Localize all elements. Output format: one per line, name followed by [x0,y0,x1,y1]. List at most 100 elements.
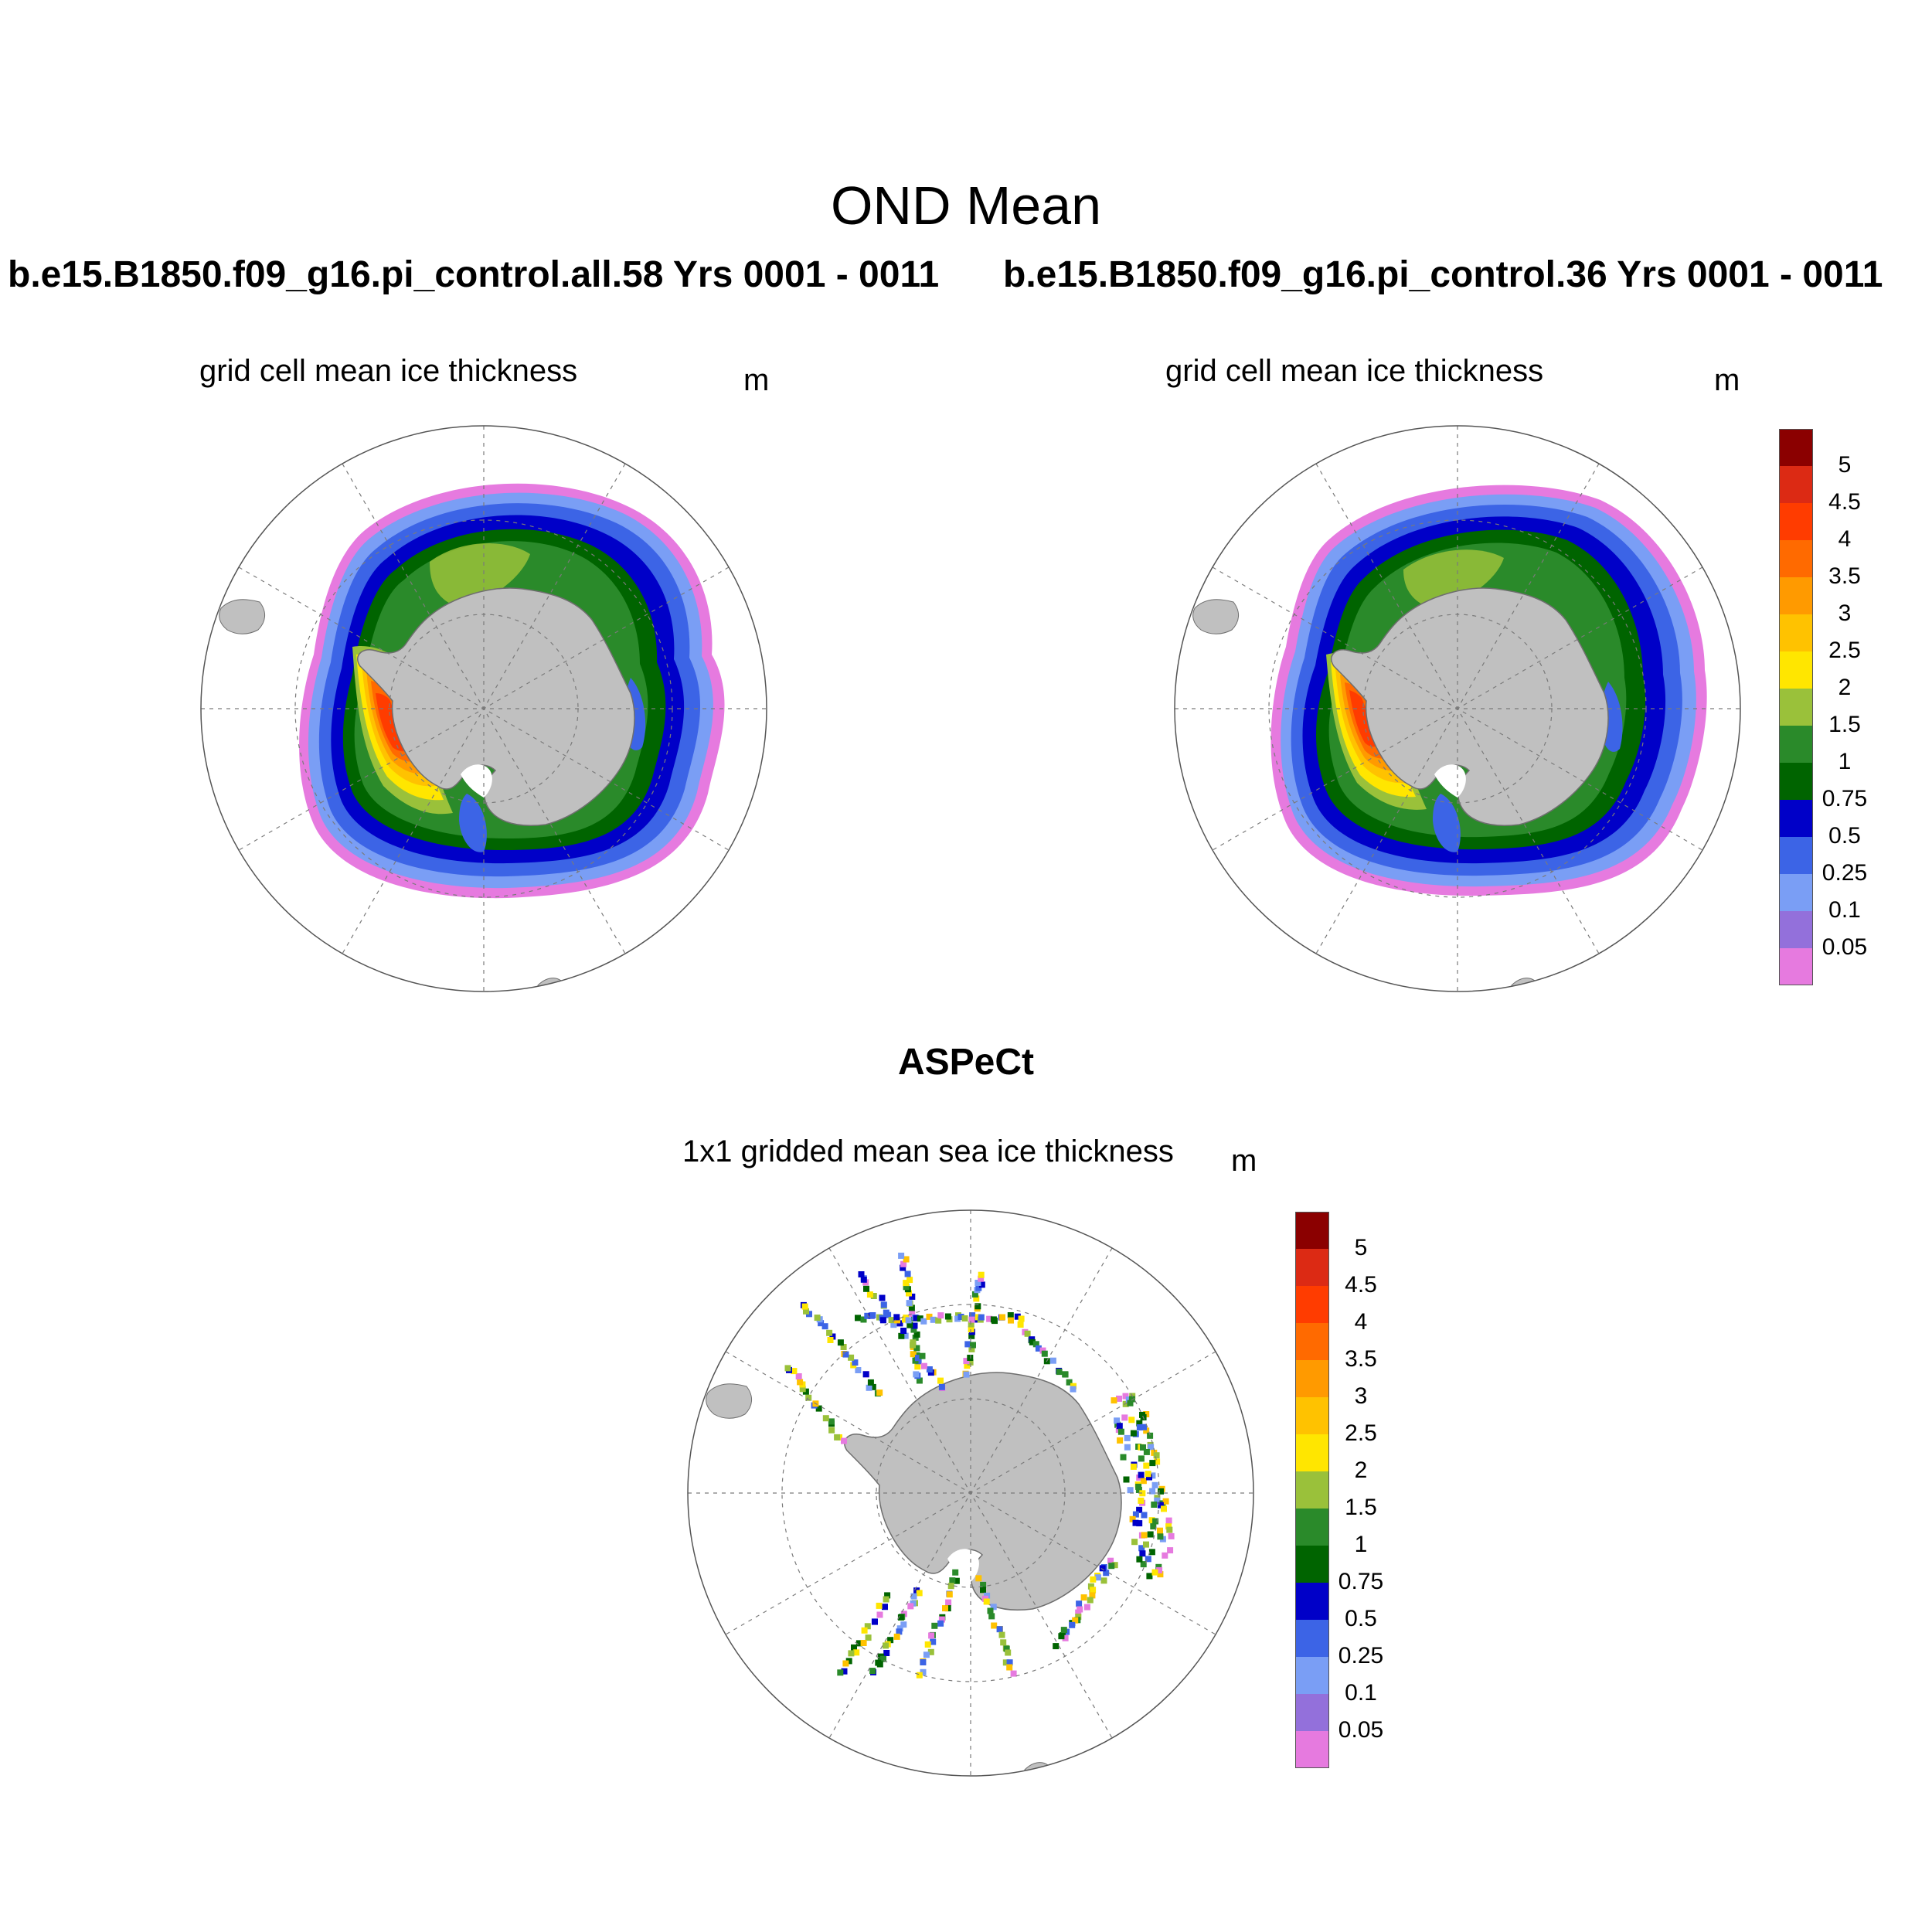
observation-cell [1151,1481,1158,1488]
colorbar-swatch [1779,689,1813,726]
observation-cell [1053,1643,1060,1650]
observation-cell [1165,1517,1172,1524]
observation-cell [913,1345,920,1352]
observation-cell [869,1383,876,1390]
observation-cell [1155,1563,1162,1570]
colorbar-swatch [1779,540,1813,577]
observation-cell [911,1322,918,1329]
observation-cell [1148,1549,1155,1556]
observation-cell [920,1362,927,1369]
observation-cell [964,1362,971,1369]
observation-cell [900,1264,906,1271]
observation-cell [938,1616,945,1623]
observation-cell [937,1377,944,1384]
observation-cell [1145,1556,1151,1563]
observation-cell [967,1359,974,1366]
observation-cell [1120,1454,1127,1461]
colorbar-swatch [1779,651,1813,689]
observation-cell [924,1641,931,1648]
observation-cell [980,1581,987,1588]
observation-cell [1007,1312,1014,1318]
colorbar-swatch [1779,577,1813,614]
observation-cell [869,1668,876,1675]
observation-cell [968,1316,975,1323]
observation-cell [1153,1452,1160,1459]
map-boundary [687,1209,1254,1777]
colorbar-label: 1 [1354,1532,1368,1557]
observation-cell [907,1603,914,1610]
observation-cell [880,1655,886,1662]
ross-ice-shelf [461,764,492,798]
observation-cell [883,1596,889,1603]
colorbar-swatch [1295,1731,1329,1768]
observation-cell [1108,1563,1115,1570]
observation-cell [1006,1664,1013,1671]
observation-cell [1077,1606,1083,1613]
observation-cell [814,1315,821,1321]
observation-cell [1003,1645,1010,1652]
observation-cell [1125,1396,1132,1403]
observation-cell [866,1291,873,1298]
colorbar-swatch [1779,614,1813,651]
colorbar-label: 0.1 [1345,1680,1377,1706]
observation-cell [893,1314,900,1321]
observation-cell [1136,1424,1143,1430]
observation-cell [801,1303,808,1310]
observation-cell [1041,1350,1048,1357]
observation-cell [910,1351,917,1358]
observation-cell [904,1270,911,1277]
observation-cell [1141,1512,1148,1519]
colorbar-label: 0.5 [1345,1606,1377,1631]
colorbar-label: 0.5 [1828,823,1861,849]
observation-cell [930,1638,937,1645]
observation-cell [1124,1434,1131,1441]
observation-cell [860,1640,867,1646]
observation-cell [1154,1497,1161,1504]
observation-cell [978,1281,985,1288]
observation-cell [864,1312,871,1319]
observation-cell [906,1277,913,1284]
colorbar-swatch [1779,466,1813,503]
observation-cell [894,1317,900,1324]
observation-cell [876,1611,883,1618]
observation-cell [888,1317,895,1324]
colorbar-swatch [1295,1397,1329,1434]
observation-cell [1132,1511,1139,1518]
observation-cell [896,1625,903,1632]
observation-cell [822,1415,829,1422]
observation-cell [784,1365,791,1372]
observation-cell [829,1333,836,1340]
observation-cell [1076,1600,1083,1607]
panel-right-units: m [1714,363,1740,397]
observation-cell [1143,1541,1149,1548]
observation-cell [935,1317,942,1324]
observation-cell [1157,1571,1164,1578]
observation-cell [803,1308,809,1315]
observation-cell [1132,1519,1139,1526]
observation-cell [1005,1649,1012,1656]
colorbar-label: 5 [1354,1235,1368,1260]
observation-cell [914,1363,921,1370]
observation-cell [1029,1338,1036,1345]
observation-cell [980,1587,986,1594]
observation-cell [916,1590,923,1597]
colorbar-label: 2.5 [1828,638,1861,663]
observation-cell [821,1323,828,1330]
colorbar-label: 2.5 [1345,1420,1377,1446]
observation-cell [1143,1462,1150,1469]
observation-cell [944,1313,951,1320]
colorbar-label: 5 [1838,452,1852,478]
observation-cell [1000,1639,1007,1646]
colorbar-swatch [1779,911,1813,948]
observation-cell [795,1373,802,1379]
observation-cell [1111,1562,1118,1569]
observation-cell [1060,1627,1067,1634]
observation-cell [975,1280,981,1286]
observation-cell [1136,1556,1143,1563]
observation-cell [834,1434,841,1440]
colorbar-label: 2 [1838,675,1852,700]
observation-cell [916,1377,923,1384]
observation-cell [1129,1515,1136,1522]
observation-cell [916,1672,923,1679]
observation-cell [905,1317,912,1324]
